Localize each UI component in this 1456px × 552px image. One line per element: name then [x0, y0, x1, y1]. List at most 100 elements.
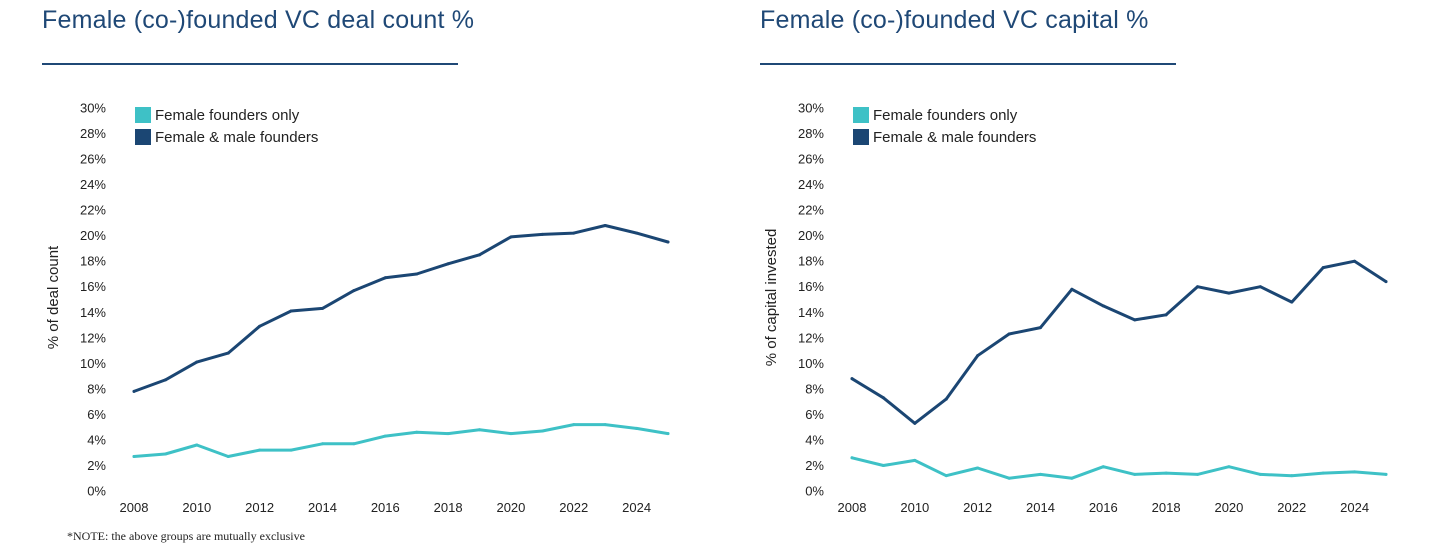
data-point: [1101, 465, 1105, 469]
y-tick-label: 20%: [798, 228, 824, 243]
data-point: [226, 351, 230, 355]
y-tick-label: 24%: [80, 177, 106, 192]
data-point: [352, 442, 356, 446]
data-point: [1258, 285, 1262, 289]
female-founders-only-line: [850, 456, 1388, 480]
data-point: [1227, 291, 1231, 295]
data-point: [509, 235, 513, 239]
data-point: [195, 443, 199, 447]
y-tick-label: 16%: [80, 279, 106, 294]
data-point: [1133, 318, 1137, 322]
data-point: [666, 240, 670, 244]
data-point: [320, 442, 324, 446]
title-rule: [42, 63, 458, 65]
x-tick-label: 2018: [434, 500, 463, 515]
data-point: [913, 458, 917, 462]
data-point: [1038, 472, 1042, 476]
data-point: [163, 452, 167, 456]
y-tick-label: 28%: [80, 126, 106, 141]
female-founders-only-line: [132, 423, 670, 458]
data-point: [1101, 304, 1105, 308]
data-point: [1321, 266, 1325, 270]
y-tick-label: 18%: [798, 254, 824, 269]
x-tick-label: 2014: [308, 500, 337, 515]
data-point: [666, 432, 670, 436]
y-tick-label: 12%: [80, 330, 106, 345]
data-point: [603, 223, 607, 227]
y-tick-label: 6%: [87, 407, 106, 422]
data-point: [1196, 285, 1200, 289]
legend-label: Female & male founders: [873, 129, 1036, 146]
deal-count-line-chart: 0% 2% 4% 6% 8% 10% 12% 14% 16% 18% 20% 22% 24% 26% 28%…: [45, 101, 670, 515]
y-tick-label: 26%: [80, 152, 106, 167]
legend-swatch: [853, 107, 869, 123]
data-point: [509, 432, 513, 436]
data-point: [352, 289, 356, 293]
y-tick-label: 12%: [798, 330, 824, 345]
data-point: [1007, 476, 1011, 480]
female-male-founders-line: [850, 259, 1388, 425]
data-point: [635, 426, 639, 430]
data-point: [320, 306, 324, 310]
data-point: [446, 262, 450, 266]
data-point: [1070, 287, 1074, 291]
data-point: [478, 428, 482, 432]
legend-label: Female & male founders: [155, 129, 318, 146]
y-tick-label: 2%: [87, 458, 106, 473]
footnote: *NOTE: the above groups are mutually exc…: [67, 529, 305, 543]
y-tick-label: 2%: [805, 458, 824, 473]
y-tick-label: 30%: [80, 101, 106, 116]
capital-line-chart: 0% 2% 4% 6% 8% 10% 12% 14% 16% 18% 20% 22% 24% 26% 28%…: [763, 101, 1388, 515]
data-point: [850, 377, 854, 381]
data-point: [635, 231, 639, 235]
data-point: [132, 455, 136, 459]
data-point: [572, 423, 576, 427]
legend-swatch: [853, 129, 869, 145]
data-point: [415, 272, 419, 276]
x-tick-label: 2008: [838, 500, 867, 515]
data-point: [226, 455, 230, 459]
data-point: [1196, 472, 1200, 476]
deal-count-chart-panel: Female (co-)founded VC deal count % 0% 2%…: [0, 0, 700, 552]
x-tick-label: 2018: [1152, 500, 1181, 515]
data-point: [1353, 470, 1357, 474]
data-point: [603, 423, 607, 427]
x-tick-label: 2016: [1089, 500, 1118, 515]
x-tick-label: 2020: [1214, 500, 1243, 515]
y-axis-label: % of deal count: [45, 245, 62, 349]
y-tick-label: 10%: [80, 356, 106, 371]
data-point: [1038, 326, 1042, 330]
data-point: [572, 231, 576, 235]
y-tick-label: 22%: [80, 203, 106, 218]
data-point: [1321, 471, 1325, 475]
y-tick-label: 26%: [798, 152, 824, 167]
data-point: [258, 324, 262, 328]
data-point: [913, 421, 917, 425]
y-tick-label: 24%: [798, 177, 824, 192]
data-point: [976, 354, 980, 358]
y-axis-label: % of capital invested: [763, 229, 780, 367]
y-tick-label: 18%: [80, 254, 106, 269]
capital-chart-panel: Female (co-)founded VC capital % 0% 2% 4% 6…: [718, 0, 1418, 552]
data-point: [383, 434, 387, 438]
y-tick-label: 8%: [805, 381, 824, 396]
data-point: [1384, 472, 1388, 476]
x-tick-label: 2020: [496, 500, 525, 515]
x-tick-label: 2012: [245, 500, 274, 515]
data-point: [1164, 471, 1168, 475]
data-point: [289, 448, 293, 452]
data-point: [163, 378, 167, 382]
chart-title: Female (co-)founded VC capital %: [760, 6, 1149, 34]
data-point: [850, 456, 854, 460]
y-tick-label: 14%: [798, 305, 824, 320]
data-point: [1133, 472, 1137, 476]
data-point: [195, 360, 199, 364]
x-tick-label: 2012: [963, 500, 992, 515]
data-point: [540, 232, 544, 236]
legend-swatch: [135, 107, 151, 123]
data-point: [1384, 280, 1388, 284]
x-tick-label: 2016: [371, 500, 400, 515]
x-tick-label: 2024: [622, 500, 651, 515]
y-tick-label: 22%: [798, 203, 824, 218]
data-point: [1290, 300, 1294, 304]
